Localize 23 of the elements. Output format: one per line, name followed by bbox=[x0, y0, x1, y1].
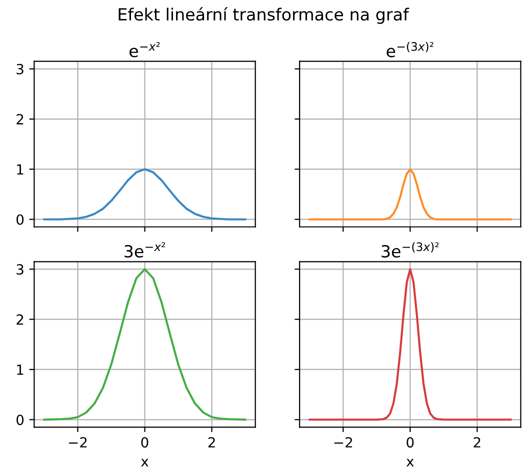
x-tick-label: 2 bbox=[474, 437, 480, 448]
y-tick-label: 2 bbox=[16, 314, 24, 325]
x-tick-label: −2 bbox=[334, 437, 352, 448]
x-tick-label: −2 bbox=[68, 437, 87, 448]
y-tick-label: 1 bbox=[17, 164, 24, 174]
x-axis-title: x bbox=[141, 458, 148, 466]
chart-title: e$^{−(3x)²}$ bbox=[386, 42, 434, 58]
y-tick-label: 3 bbox=[16, 264, 24, 275]
chart-title: 3e$^{−x²}$ bbox=[124, 242, 165, 258]
x-tick-label: 2 bbox=[208, 437, 215, 448]
x-tick-label: 0 bbox=[406, 437, 414, 448]
y-tick-label: 0 bbox=[16, 214, 24, 225]
y-tick-label: 3 bbox=[16, 64, 24, 74]
y-tick-label: 2 bbox=[16, 114, 24, 124]
y-tick-label: 1 bbox=[17, 364, 24, 375]
x-tick-label: 0 bbox=[141, 437, 148, 448]
chart-title: e$^{−x²}$ bbox=[130, 42, 160, 58]
line-series bbox=[43, 168, 246, 220]
chart-title: 3e$^{−(3x)²}$ bbox=[382, 242, 439, 258]
text: Efekt lineární transformace na graf bbox=[118, 7, 410, 24]
y-tick-label: 0 bbox=[16, 414, 24, 426]
x-axis-title: x bbox=[406, 458, 414, 466]
line-series bbox=[43, 268, 246, 421]
